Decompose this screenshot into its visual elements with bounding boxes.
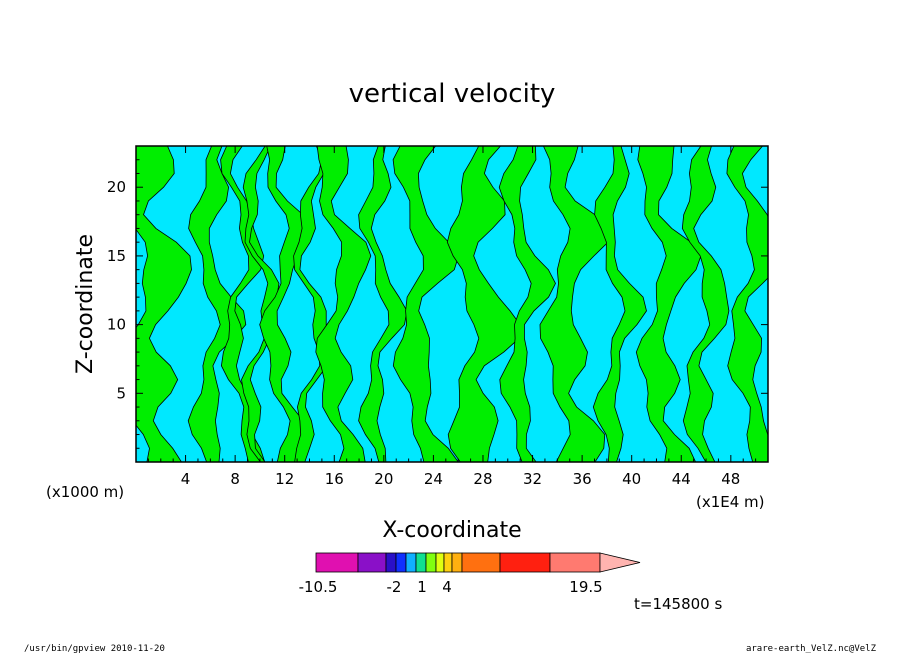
x-scale-note-right: (x1E4 m) (696, 493, 765, 511)
field-band (392, 146, 459, 462)
x-tick-label: 24 (424, 470, 443, 488)
field-band (681, 146, 730, 462)
colorbar-label: -10.5 (299, 578, 338, 596)
colorbar-label: 19.5 (569, 578, 602, 596)
velocity-field (136, 146, 768, 462)
colorbar-cell (415, 552, 427, 573)
field-band (136, 146, 192, 462)
x-tick-label: 16 (325, 470, 344, 488)
x-tick-label: 40 (622, 470, 641, 488)
field-band (635, 146, 702, 462)
colorbar-cell (443, 552, 453, 573)
y-tick-label: 5 (116, 384, 126, 402)
field-band (498, 146, 556, 462)
x-axis-title: X-coordinate (382, 518, 521, 543)
field-band (726, 146, 768, 462)
x-tick-label: 8 (230, 470, 240, 488)
x-tick-label: 48 (721, 470, 740, 488)
field-band (315, 146, 372, 462)
field-band (539, 146, 611, 462)
colorbar-cell (435, 552, 445, 573)
chart-title: vertical velocity (349, 79, 556, 109)
field-band (446, 146, 521, 462)
colorbar-label: 4 (442, 578, 452, 596)
colorbar-label: 1 (417, 578, 427, 596)
time-label: t=145800 s (634, 595, 722, 613)
y-tick-label: 15 (107, 247, 126, 265)
y-tick-label: 20 (107, 178, 126, 196)
field-band (187, 146, 247, 462)
field-band (220, 146, 266, 462)
field-band (358, 146, 408, 462)
x-tick-label: 20 (374, 470, 393, 488)
colorbar-cell (357, 552, 387, 573)
field-band (241, 146, 280, 462)
field-band (592, 146, 647, 462)
footer-left: /usr/bin/gpview 2010-11-20 (24, 644, 165, 654)
plot-frame (135, 145, 769, 463)
x-scale-note-left: (x1000 m) (46, 483, 124, 501)
colorbar-cell (395, 552, 407, 573)
colorbar-cell (499, 552, 551, 573)
x-tick-label: 4 (181, 470, 191, 488)
y-axis-title: Z-coordinate (73, 234, 98, 374)
colorbar: -10.5 -2 1 4 19.5 (299, 552, 641, 596)
colorbar-cell (461, 552, 501, 573)
footer-right: arare-earth_VelZ.nc@VelZ (746, 644, 877, 654)
colorbar-cell (385, 552, 397, 573)
x-tick-label: 28 (473, 470, 492, 488)
colorbar-cell (405, 552, 417, 573)
x-tick-label: 12 (275, 470, 294, 488)
colorbar-cell (549, 552, 601, 573)
x-tick-label: 32 (523, 470, 542, 488)
colorbar-label: -2 (387, 578, 402, 596)
colorbar-cell (315, 552, 359, 573)
field-band (259, 146, 311, 462)
colorbar-cell (425, 552, 437, 573)
colorbar-arrow (599, 552, 641, 573)
y-tick-label: 10 (107, 316, 126, 334)
x-tick-label: 44 (672, 470, 691, 488)
colorbar-cell (451, 552, 463, 573)
x-tick-label: 36 (573, 470, 592, 488)
